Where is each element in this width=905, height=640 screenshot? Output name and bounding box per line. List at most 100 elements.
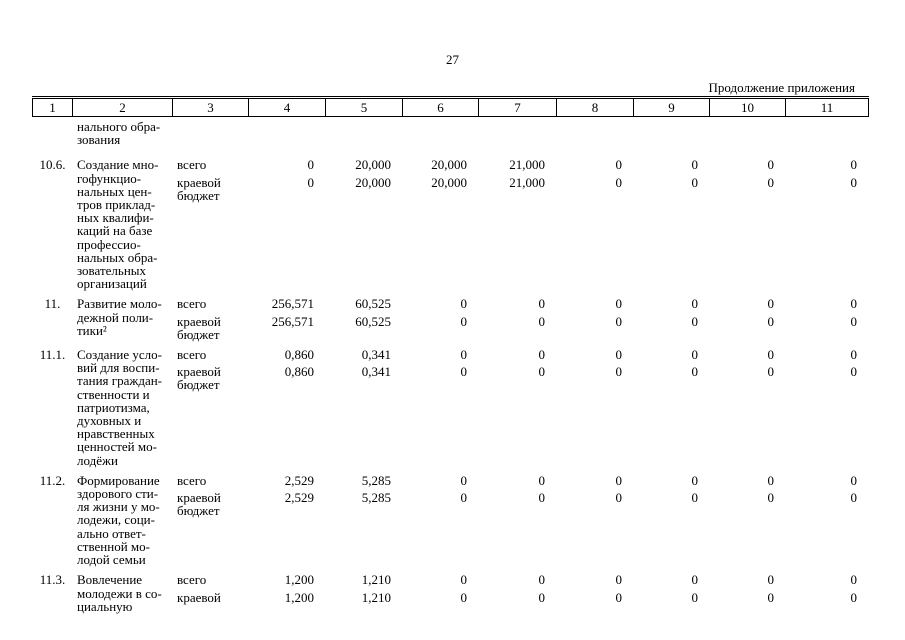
table-body: 10.6. Создание мно- гофункцио- нальных це… [32, 158, 869, 613]
carryover-row: нального обра- зования [32, 120, 869, 147]
budget-block: всего 1,200 1,210 0 0 0 0 0 0 краевой 1,200 1,210 0 0… [173, 573, 869, 605]
value-cell: 1,200 [284, 572, 314, 588]
header-cell-3: 3 [173, 98, 249, 117]
value-cell: 0 [615, 347, 623, 363]
value-cell: 60,525 [355, 313, 391, 329]
value-cell: 0 [850, 347, 858, 363]
budget-line: краевой бюджет 0 20,000 20,000 21,000 0 0 0 0 [173, 174, 869, 202]
budget-line: всего 256,571 60,525 0 0 0 0 0 0 [173, 297, 869, 310]
budget-block: всего 0,860 0,341 0 0 0 0 0 0 краевой бюджет 0,860… [173, 348, 869, 392]
budget-block: всего 2,529 5,285 0 0 0 0 0 0 краевой бюджет 2,529… [173, 474, 869, 518]
value-cell: 0 [691, 347, 699, 363]
budget-line: краевой бюджет 2,529 5,285 0 0 0 0 0 0 [173, 490, 869, 519]
value-cell: 0 [767, 157, 775, 173]
row-index: 11. [44, 296, 61, 312]
value-cell: 0 [767, 490, 775, 506]
value-cell: 0 [538, 572, 546, 588]
value-cell: 0 [307, 157, 315, 173]
value-cell: 0 [691, 472, 699, 488]
budget-label: краевой бюджет [177, 490, 221, 519]
value-cell: 0 [538, 589, 546, 605]
value-cell: 0,860 [284, 347, 314, 363]
value-cell: 20,000 [431, 174, 467, 190]
value-cell: 0 [615, 296, 623, 312]
row-title: Развитие моло- дежной поли- тики² [77, 296, 162, 338]
value-cell: 0 [850, 296, 858, 312]
value-cell: 0 [850, 157, 858, 173]
value-cell: 5,285 [361, 472, 391, 488]
value-cell: 0 [850, 364, 858, 380]
value-cell: 0 [538, 364, 546, 380]
value-cell: 0 [767, 364, 775, 380]
value-cell: 20,000 [355, 157, 391, 173]
budget-label: всего [177, 347, 207, 363]
row-title: Формирование здорового сти- ля жизни у м… [77, 472, 160, 568]
value-cell: 2,529 [284, 490, 314, 506]
value-cell: 0 [615, 174, 623, 190]
value-cell: 0 [538, 313, 546, 329]
header-cell-4: 4 [249, 98, 326, 117]
value-cell: 0 [615, 157, 623, 173]
header-cell-7: 7 [479, 98, 557, 117]
budget-label: краевой бюджет [177, 313, 221, 342]
value-cell: 0 [460, 296, 468, 312]
page-number: 27 [446, 52, 459, 67]
continuation-label: Продолжение приложения [708, 80, 855, 95]
row-title: Вовлечение молодежи в со- циальную [77, 572, 162, 614]
budget-block: всего 256,571 60,525 0 0 0 0 0 0 краевой бюджет 25… [173, 297, 869, 341]
value-cell: 20,000 [355, 174, 391, 190]
budget-line: краевой бюджет 0,860 0,341 0 0 0 0 0 0 [173, 364, 869, 393]
value-cell: 0 [615, 472, 623, 488]
value-cell: 0 [767, 589, 775, 605]
value-cell: 0 [691, 589, 699, 605]
value-cell: 0 [767, 347, 775, 363]
value-cell: 0 [691, 572, 699, 588]
header-cell-9: 9 [634, 98, 710, 117]
value-cell: 0 [850, 174, 858, 190]
value-cell: 0 [538, 472, 546, 488]
value-cell: 0 [850, 589, 858, 605]
value-cell: 0,341 [361, 347, 391, 363]
value-cell: 0 [615, 490, 623, 506]
value-cell: 0 [307, 174, 315, 190]
budget-label: краевой бюджет [177, 364, 221, 393]
value-cell: 0 [691, 490, 699, 506]
table-row: 10.6. Создание мно- гофункцио- нальных це… [32, 158, 869, 290]
value-cell: 0 [460, 490, 468, 506]
value-cell: 21,000 [509, 174, 545, 190]
value-cell: 0 [767, 174, 775, 190]
budget-label: краевой [177, 589, 221, 605]
value-cell: 256,571 [271, 313, 314, 329]
table-row: 11.1. Создание усло- вий для воспи- тания… [32, 348, 869, 467]
value-cell: 0 [460, 364, 468, 380]
row-title: Создание усло- вий для воспи- тания граж… [77, 347, 163, 468]
value-cell: 256,571 [271, 296, 314, 312]
budget-line: всего 1,200 1,210 0 0 0 0 0 0 [173, 573, 869, 586]
value-cell: 5,285 [361, 490, 391, 506]
value-cell: 0 [460, 313, 468, 329]
value-cell: 0 [538, 296, 546, 312]
value-cell: 0,341 [361, 364, 391, 380]
value-cell: 0 [691, 296, 699, 312]
table-row: 11. Развитие моло- дежной поли- тики² всег… [32, 297, 869, 341]
value-cell: 0,860 [284, 364, 314, 380]
value-cell: 2,529 [284, 472, 314, 488]
header-cell-6: 6 [403, 98, 479, 117]
value-cell: 0 [460, 572, 468, 588]
budget-table: 1 2 3 4 5 6 7 8 9 10 11 нального обра- зования 10.… [32, 96, 869, 613]
header-cell-5: 5 [326, 98, 403, 117]
value-cell: 0 [460, 347, 468, 363]
value-cell: 0 [767, 472, 775, 488]
value-cell: 0 [538, 347, 546, 363]
header-cell-8: 8 [557, 98, 634, 117]
row-index: 11.3. [39, 572, 66, 588]
value-cell: 0 [615, 572, 623, 588]
row-index: 11.1. [39, 347, 66, 363]
value-cell: 20,000 [431, 157, 467, 173]
header-cell-1: 1 [32, 98, 73, 117]
value-cell: 0 [767, 313, 775, 329]
value-cell: 0 [691, 157, 699, 173]
budget-line: всего 2,529 5,285 0 0 0 0 0 0 [173, 474, 869, 487]
value-cell: 1,210 [361, 589, 391, 605]
